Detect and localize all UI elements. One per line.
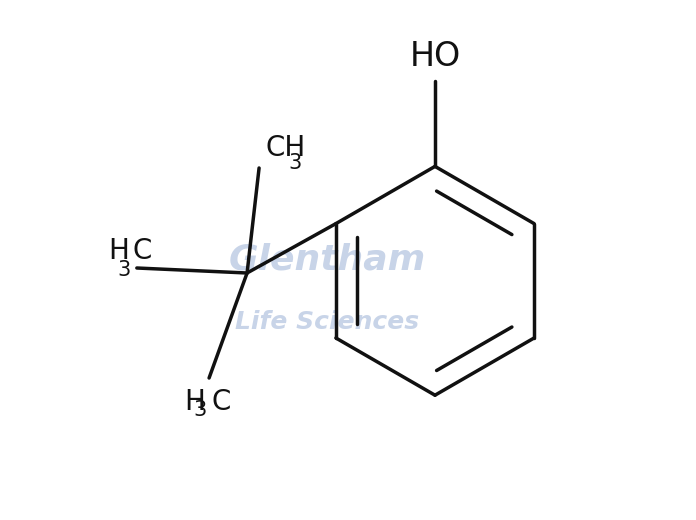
Text: C: C — [211, 388, 230, 416]
Text: CH: CH — [265, 134, 306, 162]
Text: 3: 3 — [193, 400, 207, 420]
Text: H: H — [108, 237, 129, 265]
Text: 3: 3 — [118, 260, 131, 280]
Text: Glentham: Glentham — [228, 243, 426, 277]
Text: H: H — [184, 388, 205, 416]
Text: 3: 3 — [289, 153, 302, 173]
Text: Life Sciences: Life Sciences — [235, 310, 419, 334]
Text: C: C — [133, 237, 152, 265]
Text: HO: HO — [409, 41, 461, 73]
